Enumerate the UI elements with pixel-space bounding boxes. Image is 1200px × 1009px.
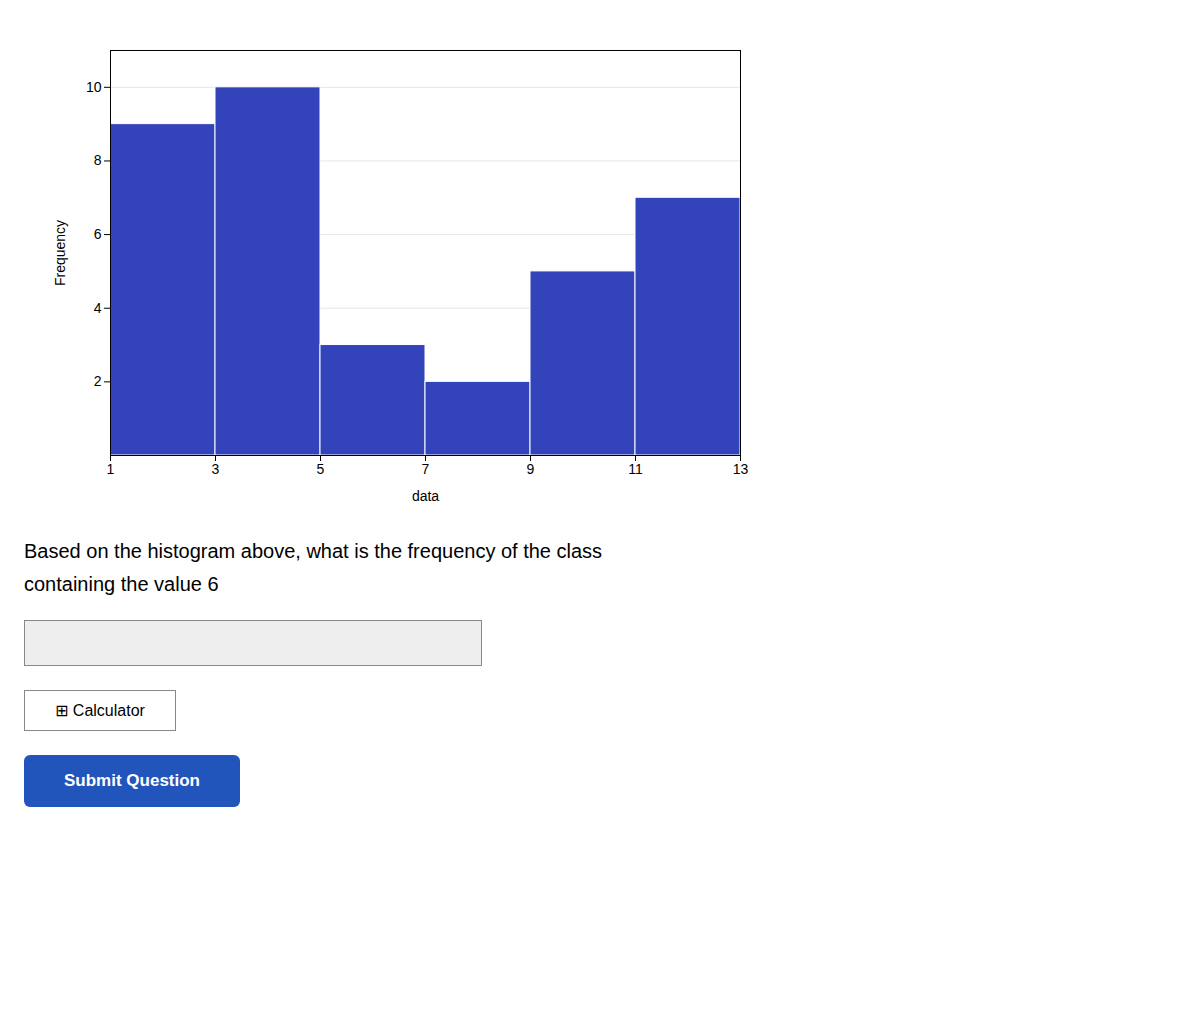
svg-text:1: 1	[107, 461, 115, 477]
html-text:Based on the histogram above,: Based on the histogram above, what is th…	[24, 540, 603, 562]
svg-text:11: 11	[628, 461, 643, 477]
svg-text:2: 2	[94, 373, 102, 389]
svg-text:9: 9	[527, 461, 535, 477]
svg-text:7: 7	[422, 461, 430, 477]
svg-text:10: 10	[86, 79, 102, 95]
svg-text:13: 13	[733, 461, 749, 477]
svg-text:4: 4	[94, 300, 102, 316]
svg-text:Frequency: Frequency	[52, 220, 68, 286]
html-text:⊞ Calculator: ⊞ Calculator	[55, 702, 145, 719]
svg-text:5: 5	[317, 461, 325, 477]
svg-text:6: 6	[94, 226, 102, 242]
svg-text:3: 3	[212, 461, 220, 477]
svg-text:8: 8	[94, 152, 102, 168]
html-text:Submit Question: Submit Question	[64, 771, 200, 790]
svg-text:data: data	[412, 488, 439, 504]
html-text:containing the value 6: containing the value 6	[24, 573, 219, 595]
